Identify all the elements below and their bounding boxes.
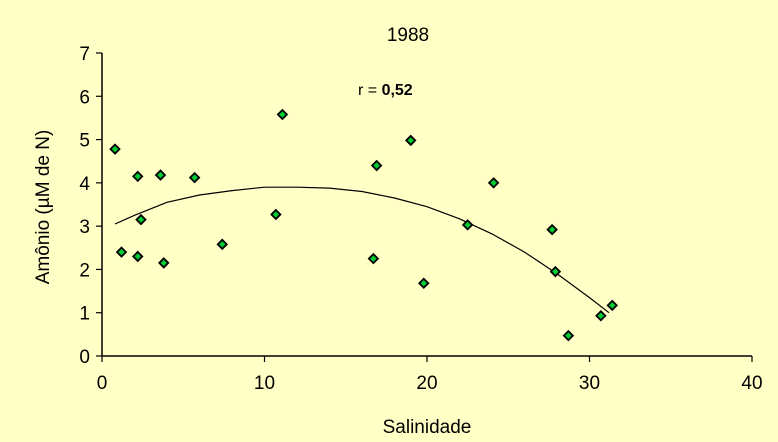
x-tick-label: 20 [416, 373, 437, 394]
y-tick-label: 6 [79, 87, 90, 108]
correlation-value: 0,52 [382, 82, 413, 99]
data-point [154, 169, 167, 181]
data-point [417, 277, 430, 290]
data-point [135, 213, 147, 226]
x-tick-label: 30 [579, 373, 600, 394]
trendline [114, 186, 610, 314]
x-axis-title: Salinidade [383, 417, 472, 438]
correlation-annotation: r = 0,52 [358, 82, 413, 99]
data-point [115, 246, 128, 258]
data-point [131, 250, 144, 263]
data-point [562, 329, 575, 342]
y-tick-label: 0 [79, 347, 90, 368]
data-point [276, 108, 289, 121]
data-point [546, 223, 558, 236]
y-tick-label: 3 [79, 217, 90, 238]
y-tick-label: 1 [79, 304, 90, 325]
data-point [549, 265, 562, 278]
chart-title: 1988 [387, 25, 429, 46]
data-point [367, 252, 380, 265]
data-point [461, 219, 474, 231]
axes: 0 1 2 3 4 5 6 7 0 10 20 30 40 [79, 44, 762, 394]
y-tick-label: 7 [79, 44, 90, 65]
data-point [606, 299, 619, 312]
y-axis-title: Amônio (µM de N) [33, 130, 54, 285]
data-point [109, 143, 121, 155]
data-points [109, 108, 619, 342]
data-point [595, 309, 607, 322]
data-point [270, 208, 282, 221]
y-tick-label: 2 [79, 260, 90, 281]
data-point [216, 238, 229, 251]
data-point [157, 257, 170, 269]
x-tick-label: 10 [254, 373, 275, 394]
data-point [188, 171, 201, 184]
data-point [487, 177, 500, 189]
correlation-label: r = [358, 82, 382, 99]
x-tick-label: 40 [741, 373, 762, 394]
y-tick-label: 4 [79, 174, 90, 195]
y-tick-label: 5 [79, 131, 90, 152]
trend-curve [114, 186, 610, 314]
data-point [370, 159, 383, 172]
x-tick-label: 0 [97, 373, 108, 394]
data-point [404, 134, 417, 147]
data-point [131, 170, 144, 183]
